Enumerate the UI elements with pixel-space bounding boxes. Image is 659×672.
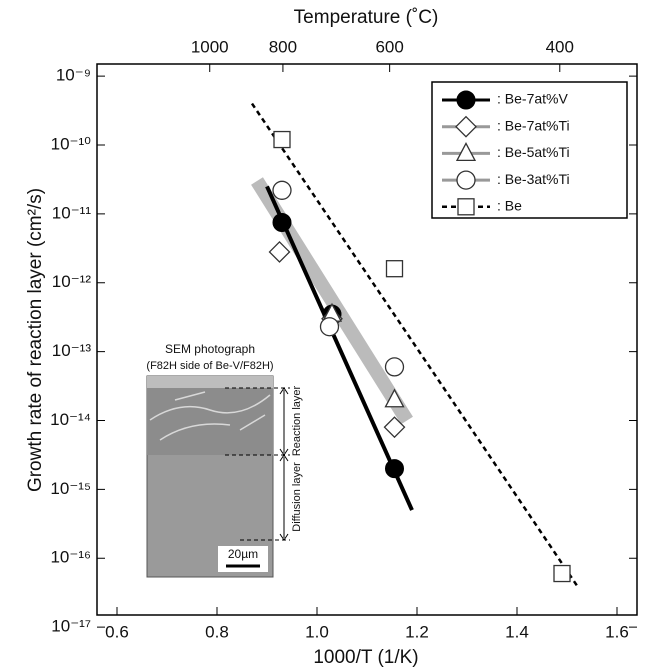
top-axis-title: Temperature (˚C)	[294, 7, 439, 28]
x-axis-title: 1000/T (1/K)	[313, 647, 418, 668]
diffusion-label: Diffusion layer	[291, 462, 303, 532]
x2-tick-label: 400	[546, 37, 574, 56]
legend-label: : Be-3at%Ti	[497, 171, 570, 187]
marker	[384, 388, 405, 408]
y-tick-label: 10⁻⁹	[56, 66, 91, 85]
y-axis-title: Growth rate of reaction layer (cm²/s)	[25, 188, 46, 492]
marker	[272, 180, 292, 200]
arrow-heads	[279, 387, 289, 541]
x2-tick-label: 1000	[191, 37, 229, 56]
x-tick-label: 1.6	[605, 622, 629, 641]
y-tick-label: 10⁻¹⁷	[51, 617, 91, 636]
x2-tick-label: 600	[375, 37, 403, 56]
inset: SEM photograph (F82H side of Be-V/F82H) …	[146, 342, 303, 578]
legend-marker	[457, 198, 475, 216]
y-tick-label: 10⁻¹⁵	[50, 479, 91, 498]
sem-reaction	[147, 388, 273, 455]
marker	[384, 357, 405, 377]
fit-line	[250, 102, 579, 587]
y-tick-label: 10⁻¹⁴	[50, 410, 91, 429]
inset-subtitle: (F82H side of Be-V/F82H)	[146, 360, 273, 372]
legend-marker	[455, 142, 477, 162]
marker	[553, 564, 571, 583]
legend-marker	[456, 90, 476, 110]
marker	[385, 459, 404, 479]
scale-label: 20µm	[228, 547, 258, 561]
fit-line	[265, 185, 414, 511]
sem-top	[147, 376, 273, 388]
sem-texture	[149, 391, 271, 441]
x-tick-label: 1.2	[405, 622, 429, 641]
y-tick-label: 10⁻¹⁰	[51, 134, 92, 153]
inset-title: SEM photograph	[165, 342, 255, 356]
y-tick-label: 10⁻¹⁶	[50, 548, 91, 567]
fit-layer	[250, 102, 579, 587]
marker	[272, 212, 292, 232]
legend-label: : Be	[497, 198, 522, 214]
x-tick-label: 0.6	[105, 622, 129, 641]
scale-box	[218, 546, 268, 572]
y-tick-label: 10⁻¹³	[52, 341, 92, 360]
reaction-label: Reaction layer	[291, 386, 303, 457]
marker	[268, 241, 291, 263]
x-tick-label: 0.8	[205, 622, 229, 641]
plot-frame	[96, 63, 638, 616]
x-tick-label: 1.0	[305, 622, 329, 641]
y-tick-label: 10⁻¹¹	[52, 203, 92, 222]
x-tick-label: 1.4	[505, 622, 529, 641]
marker	[383, 416, 406, 439]
x2-tick-label: 800	[269, 37, 297, 56]
y-tick-label: 10⁻¹²	[52, 272, 92, 291]
legend-label: : Be-5at%Ti	[497, 144, 570, 160]
legend-label: : Be-7at%Ti	[497, 117, 570, 133]
marker	[273, 130, 291, 149]
legend-marker	[455, 115, 477, 138]
marker	[385, 260, 404, 278]
legend-marker	[456, 170, 476, 190]
legend-label: : Be-7at%V	[497, 91, 568, 107]
marker	[319, 317, 340, 337]
